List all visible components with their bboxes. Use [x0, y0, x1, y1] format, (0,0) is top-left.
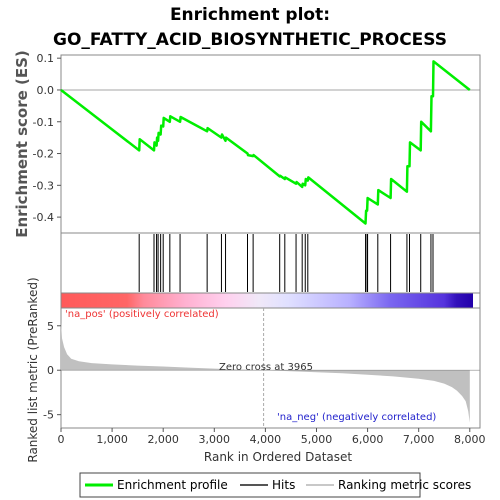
chart-title-line2: GO_FATTY_ACID_BIOSYNTHETIC_PROCESS: [53, 30, 447, 50]
metric-y-axis-label: Ranked list metric (PreRanked): [26, 277, 40, 462]
x-tick-label: 7,000: [403, 433, 435, 446]
es-y-tick-label: 0.1: [37, 52, 55, 65]
ranked-heatmap-bar: [61, 293, 473, 308]
legend-metric-label: Ranking metric scores: [338, 478, 471, 492]
neg-correlated-label: 'na_neg' (negatively correlated): [277, 412, 436, 423]
pos-correlated-label: 'na_pos' (positively correlated): [65, 309, 219, 320]
es-y-axis-label: Enrichment score (ES): [13, 50, 31, 238]
x-tick-label: 0: [58, 433, 65, 446]
es-y-tick-label: -0.4: [33, 211, 54, 224]
metric-y-tick-label: -5: [43, 409, 54, 422]
enrichment-profile-line: [60, 60, 471, 225]
hits-panel: [60, 232, 481, 294]
x-tick-label: 3,000: [199, 433, 231, 446]
x-tick-label: 6,000: [352, 433, 384, 446]
es-y-tick-label: -0.2: [33, 148, 54, 161]
es-y-tick-label: -0.1: [33, 116, 54, 129]
x-tick-label: 1,000: [96, 433, 128, 446]
x-tick-label: 2,000: [147, 433, 179, 446]
zero-cross-label: Zero cross at 3965: [219, 362, 313, 373]
es-y-tick-label: -0.3: [33, 179, 54, 192]
legend-enrichment-label: Enrichment profile: [117, 478, 228, 492]
metric-y-tick-label: 5: [47, 320, 54, 333]
es-panel: [60, 54, 481, 234]
legend-hits-label: Hits: [272, 478, 295, 492]
x-tick-label: 5,000: [301, 433, 333, 446]
ranking-metric-area: [61, 322, 470, 423]
x-tick-label: 4,000: [250, 433, 282, 446]
metric-y-tick-label: 0: [47, 364, 54, 377]
chart-title-line1: Enrichment plot:: [170, 5, 330, 25]
es-y-tick-label: 0.0: [37, 84, 55, 97]
x-axis-label: Rank in Ordered Dataset: [204, 450, 352, 464]
x-tick-label: 8,000: [454, 433, 486, 446]
